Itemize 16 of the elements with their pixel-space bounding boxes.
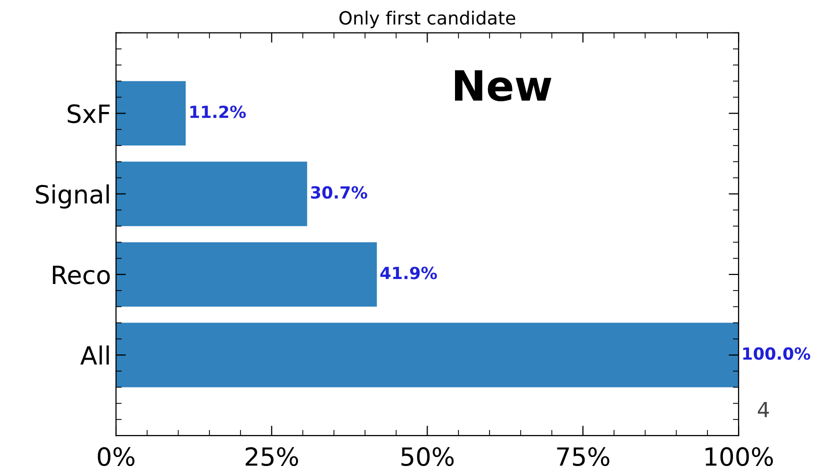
data-label: 30.7% — [311, 186, 368, 199]
y-tick-label: All — [80, 346, 109, 365]
data-label: 100.0% — [743, 347, 810, 360]
x-tick-label: 100% — [706, 447, 773, 466]
x-tick-label: 25% — [246, 447, 298, 466]
y-tick-label: Reco — [52, 266, 110, 284]
y-tick-label: SxF — [68, 104, 110, 124]
x-tick-label: 75% — [557, 447, 610, 466]
annotation: New — [455, 70, 552, 102]
text: 4 — [758, 402, 769, 418]
data-label: 11.2% — [190, 106, 246, 118]
y-tick-label: Signal — [36, 184, 109, 209]
chart-title: Only first candidate — [339, 10, 516, 28]
x-tick-label: 50% — [401, 447, 454, 466]
x-tick-label: 0% — [98, 447, 134, 466]
data-label: 41.9% — [380, 266, 437, 280]
